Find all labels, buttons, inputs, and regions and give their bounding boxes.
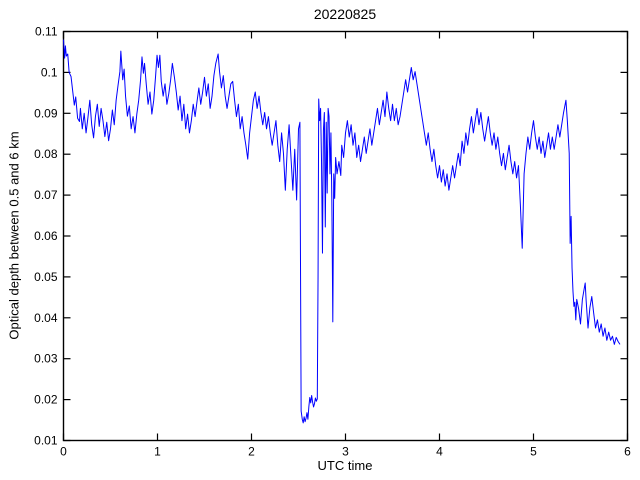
y-tick-label: 0.01 — [34, 434, 58, 448]
y-tick-label: 0.11 — [35, 25, 58, 39]
x-tick-label: 5 — [530, 445, 537, 459]
chart-title: 20220825 — [313, 6, 377, 22]
y-tick-label: 0.05 — [34, 270, 58, 284]
y-tick-label: 0.09 — [34, 106, 58, 120]
y-tick-label: 0.1 — [41, 65, 58, 79]
axis-ticks — [62, 30, 629, 442]
plot-frame — [62, 30, 629, 442]
data-series — [63, 39, 621, 424]
y-tick-label: 0.04 — [34, 311, 58, 325]
y-tick-label: 0.02 — [34, 393, 58, 407]
y-tick-label: 0.07 — [34, 188, 58, 202]
y-tick-label: 0.03 — [34, 352, 58, 366]
y-tick-label: 0.08 — [34, 147, 58, 161]
x-tick-label: 2 — [248, 445, 255, 459]
x-tick-label: 1 — [154, 445, 161, 459]
y-tick-label: 0.06 — [34, 229, 58, 243]
x-tick-label: 4 — [436, 445, 443, 459]
x-tick-label: 0 — [60, 445, 67, 459]
x-tick-label: 6 — [624, 445, 631, 459]
x-tick-label: 3 — [342, 445, 349, 459]
axis-box — [62, 30, 629, 442]
y-axis-label: Optical depth between 0.5 and 6 km — [6, 131, 22, 340]
optical-depth-line — [63, 39, 621, 424]
x-axis-label: UTC time — [317, 458, 373, 473]
tick-labels: 0 1 2 3 4 5 6 0.01 0.02 0.03 0.04 0.05 0.06 0.07 0.08 0… — [34, 25, 631, 459]
